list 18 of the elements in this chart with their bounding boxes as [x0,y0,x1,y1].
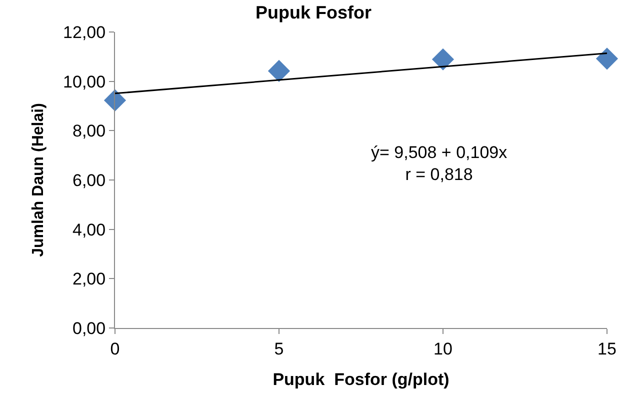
x-tick-label: 0 [110,339,120,358]
x-axis-title: Pupuk Fosfor (g/plot) [272,370,450,389]
point [268,60,290,82]
y-tick-label: 6,00 [72,170,106,190]
chart-title: Pupuk Fosfor [256,2,372,23]
x-tick-label: 15 [598,339,616,358]
y-tick-label: 10,00 [63,72,106,92]
x-tick-label: 5 [274,339,284,358]
y-tick-label: 0,00 [72,318,106,338]
y-tick-label: 2,00 [72,270,106,289]
y-tick-label: 12,00 [63,22,106,42]
y-tick-label: 4,00 [72,220,106,240]
y-tick-label: 8,00 [72,122,106,141]
annotation: ý= 9,508 + 0,109x r = 0,818 [371,143,508,184]
point [596,48,618,70]
point [432,48,454,70]
x-tick-label: 10 [434,339,452,358]
y-axis-title: Jumlah Daun (Helai) [30,103,47,257]
